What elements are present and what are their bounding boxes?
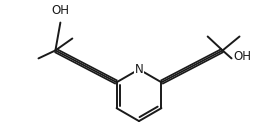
Text: OH: OH bbox=[234, 50, 252, 63]
Text: OH: OH bbox=[51, 4, 70, 17]
Text: N: N bbox=[135, 63, 143, 76]
